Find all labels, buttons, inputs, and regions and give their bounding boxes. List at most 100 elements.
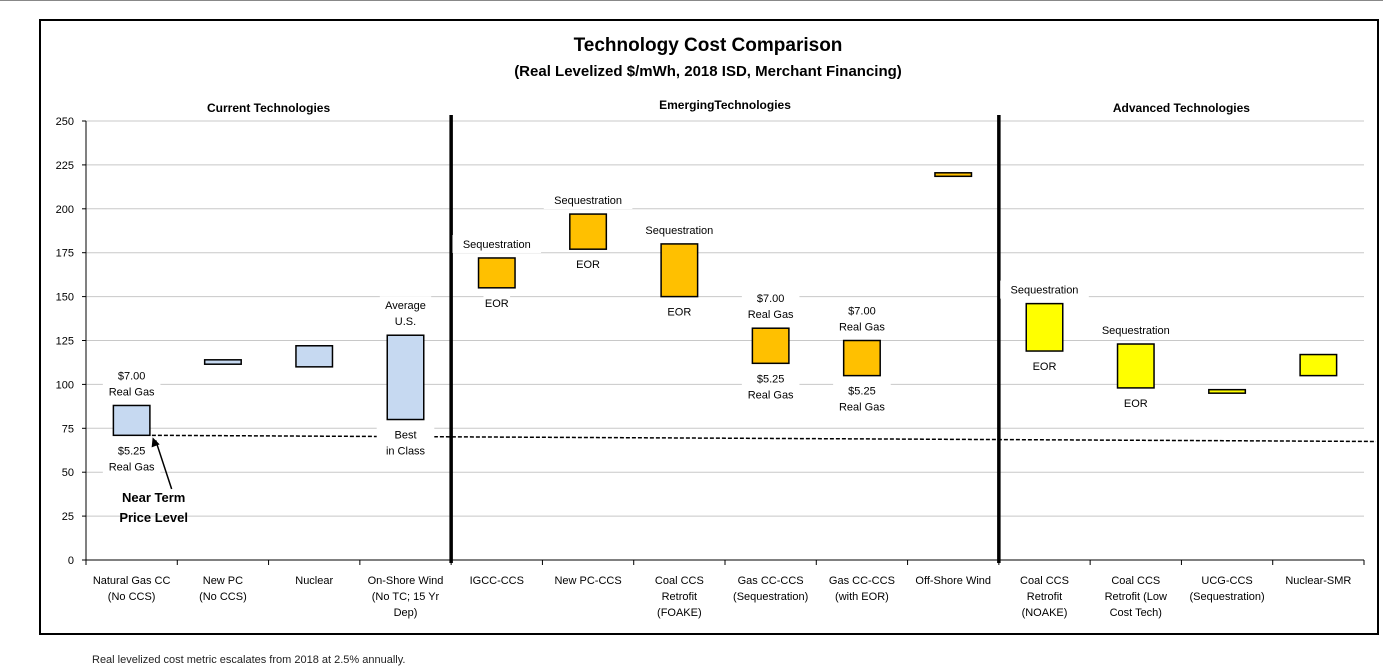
y-tick-label: 125: [56, 336, 74, 348]
x-tick-label: (FOAKE): [657, 607, 702, 619]
annotation-background: [1000, 280, 1089, 299]
annotation-label: EOR: [1033, 361, 1057, 373]
x-tick-label: Coal CCS: [655, 575, 704, 587]
annotation-label: $5.25: [118, 445, 146, 457]
annotation-background: [1122, 393, 1150, 412]
y-tick-label: 25: [62, 511, 74, 523]
price-level-line-group: [151, 434, 1377, 443]
annotation-label: Best: [394, 430, 416, 442]
y-tick-label: 75: [62, 423, 74, 435]
y-tick-label: 100: [56, 379, 74, 391]
annotation-label: Real Gas: [839, 402, 885, 414]
annotation-label: Real Gas: [839, 322, 885, 334]
annotation-background: [741, 289, 800, 324]
top-rule: [0, 0, 1383, 1]
annotation-background: [741, 369, 800, 404]
axes: [82, 120, 1365, 565]
annotation-label: U.S.: [395, 316, 416, 328]
annotation-label: Sequestration: [1011, 285, 1079, 297]
y-tick-label: 150: [56, 292, 74, 304]
annotation-background: [543, 191, 633, 210]
range-bar: [112, 404, 151, 437]
range-bar: [477, 257, 516, 289]
annotation-label: Real Gas: [748, 309, 794, 321]
section-header: EmergingTechnologies: [659, 98, 791, 112]
x-tick-label: (No CCS): [108, 591, 156, 603]
price-level-label: Near Term: [122, 490, 185, 505]
gridlines: [86, 120, 1364, 517]
range-bar: [1116, 343, 1155, 389]
range-bar: [203, 359, 242, 365]
range-bar: [386, 334, 425, 421]
annotation-background: [1091, 321, 1181, 340]
annotation-background: [635, 220, 724, 239]
y-tick-label: 250: [56, 116, 74, 128]
price-level-label: Price Level: [119, 510, 188, 525]
chart-text: Technology Cost Comparison (Real Leveliz…: [56, 35, 1352, 619]
annotation-label: Average: [385, 300, 426, 312]
x-tick-label: (No CCS): [199, 591, 247, 603]
range-bar: [1025, 302, 1064, 352]
range-bar: [660, 243, 699, 298]
x-tick-label: (Sequestration): [1189, 591, 1264, 603]
range-bar: [295, 345, 334, 368]
range-bars: [112, 172, 1338, 437]
annotation-label: $5.25: [848, 386, 876, 398]
x-tick-label: UCG-CCS: [1201, 575, 1252, 587]
x-tick-label: New PC: [203, 575, 243, 587]
annotation-background: [102, 366, 161, 401]
x-tick-label: Retrofit: [1027, 591, 1062, 603]
x-tick-label: (Sequestration): [733, 591, 808, 603]
section-separators: [449, 115, 1001, 563]
annotation-label: $7.00: [118, 370, 146, 382]
y-tick-label: 200: [56, 204, 74, 216]
annotation-label: Sequestration: [1102, 325, 1170, 337]
x-tick-label: Nuclear-SMR: [1285, 575, 1351, 587]
y-tick-label: 50: [62, 467, 74, 479]
x-tick-label: On-Shore Wind: [368, 575, 444, 587]
annotation-background: [379, 296, 432, 331]
section-header: Advanced Technologies: [1113, 101, 1250, 115]
y-tick-label: 175: [56, 248, 74, 260]
annotation-label: Real Gas: [748, 389, 794, 401]
annotation-background: [1031, 357, 1058, 376]
annotation-label: EOR: [576, 259, 600, 271]
x-tick-label: Off-Shore Wind: [915, 575, 991, 587]
annotation-background: [574, 255, 602, 274]
range-bar: [751, 327, 790, 365]
x-tick-label: Gas CC-CCS: [738, 575, 804, 587]
section-header: Current Technologies: [207, 101, 330, 115]
x-tick-label: (with EOR): [835, 591, 889, 603]
annotation-label: Sequestration: [554, 195, 622, 207]
annotation-background: [483, 293, 511, 312]
annotation-label: Real Gas: [109, 461, 155, 473]
annotation-label: Sequestration: [645, 225, 713, 237]
price-level-line: [151, 434, 1377, 443]
annotation-background: [666, 302, 693, 321]
range-bar: [1208, 388, 1247, 394]
x-tick-label: Coal CCS: [1020, 575, 1069, 587]
annotation-background: [376, 425, 435, 460]
chart-title: Technology Cost Comparison: [574, 35, 843, 56]
x-tick-label: New PC-CCS: [554, 575, 621, 587]
x-tick-label: Cost Tech): [1110, 607, 1162, 619]
x-tick-label: Natural Gas CC: [93, 575, 171, 587]
annotation-label: in Class: [386, 446, 426, 458]
x-tick-label: Nuclear: [295, 575, 333, 587]
annotation-label: Real Gas: [109, 386, 155, 398]
y-tick-label: 0: [68, 555, 74, 567]
range-bar: [934, 172, 973, 178]
x-tick-label: Dep): [394, 607, 418, 619]
annotation-label: EOR: [667, 307, 691, 319]
chart-subtitle: (Real Levelized $/mWh, 2018 ISD, Merchan…: [514, 63, 902, 80]
x-tick-label: IGCC-CCS: [470, 575, 524, 587]
annotation-label: $5.25: [757, 373, 785, 385]
annotation-background: [452, 234, 542, 253]
chart-frame: [39, 19, 1379, 635]
x-tick-label: (NOAKE): [1022, 607, 1068, 619]
x-tick-label: Gas CC-CCS: [829, 575, 895, 587]
price-level-arrow: [154, 440, 173, 490]
x-tick-label: Retrofit: [662, 591, 697, 603]
range-bar: [1299, 353, 1338, 377]
